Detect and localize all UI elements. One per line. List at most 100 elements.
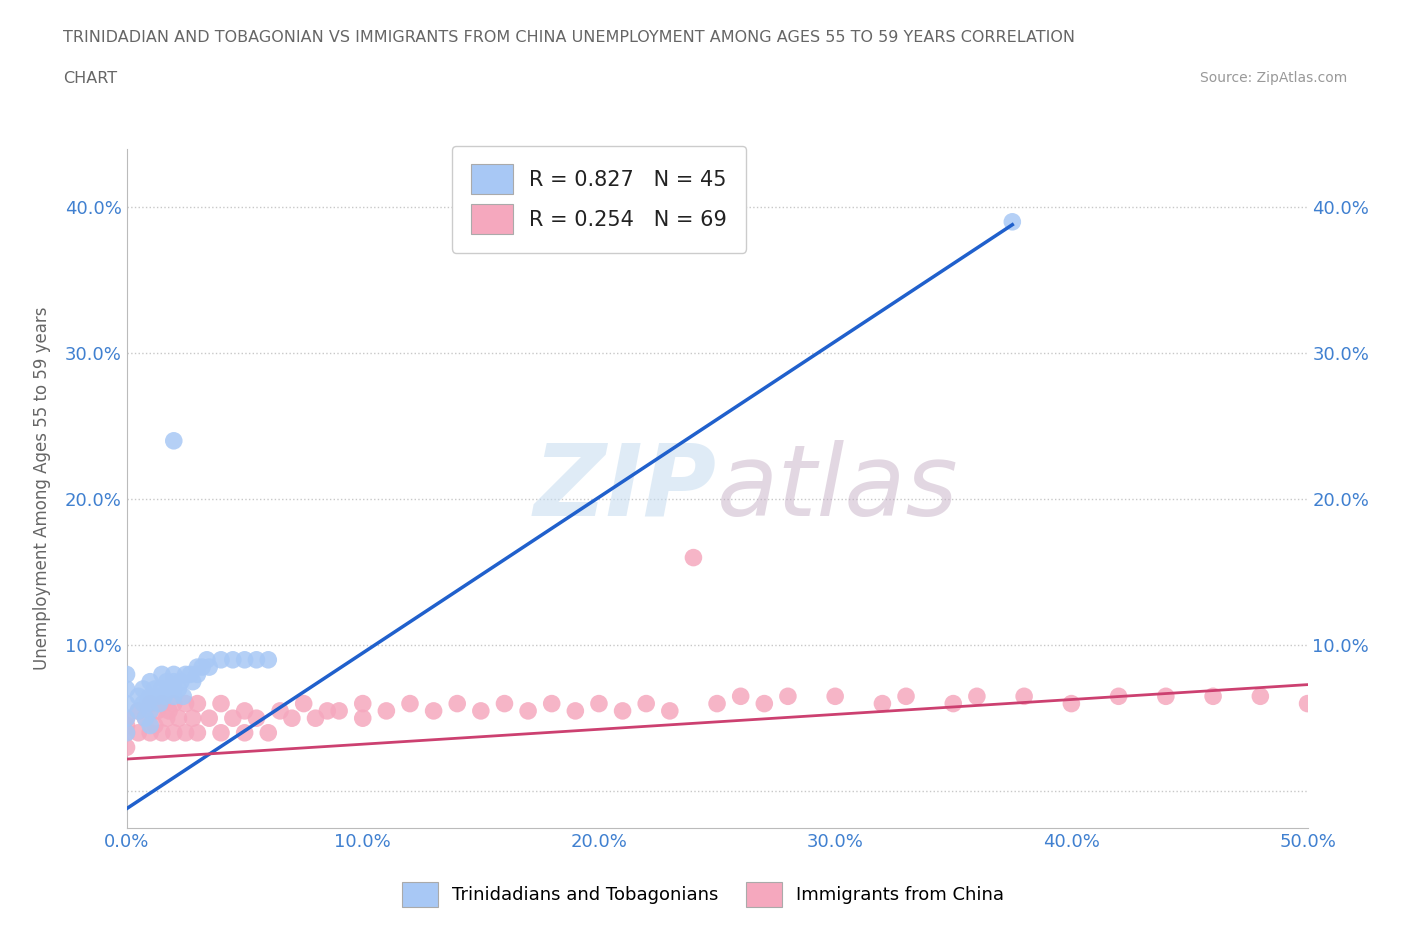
Point xyxy=(139,697,162,711)
Point xyxy=(139,725,162,740)
Point xyxy=(163,725,186,740)
Point xyxy=(115,667,138,682)
Point xyxy=(612,703,634,718)
Point xyxy=(127,703,149,718)
Point xyxy=(146,689,169,704)
Point xyxy=(174,725,197,740)
Point xyxy=(966,689,988,704)
Point xyxy=(149,697,172,711)
Point xyxy=(127,703,149,718)
Text: atlas: atlas xyxy=(717,440,959,537)
Point xyxy=(269,703,291,718)
Point xyxy=(894,689,917,704)
Point xyxy=(446,697,468,711)
Point xyxy=(127,725,149,740)
Point xyxy=(172,689,194,704)
Point xyxy=(209,725,232,740)
Point xyxy=(163,433,186,448)
Point xyxy=(181,711,204,725)
Point xyxy=(730,689,752,704)
Legend: Trinidadians and Tobagonians, Immigrants from China: Trinidadians and Tobagonians, Immigrants… xyxy=(392,872,1014,916)
Point xyxy=(143,682,166,697)
Point xyxy=(115,725,138,740)
Point xyxy=(233,725,256,740)
Text: TRINIDADIAN AND TOBAGONIAN VS IMMIGRANTS FROM CHINA UNEMPLOYMENT AMONG AGES 55 T: TRINIDADIAN AND TOBAGONIAN VS IMMIGRANTS… xyxy=(63,30,1076,45)
Point xyxy=(281,711,304,725)
Point xyxy=(134,711,156,725)
Point xyxy=(150,682,173,697)
Point xyxy=(564,703,586,718)
Point xyxy=(540,697,562,711)
Point xyxy=(163,674,186,689)
Point xyxy=(156,711,179,725)
Point xyxy=(157,703,180,718)
Point xyxy=(776,689,799,704)
Point xyxy=(316,703,339,718)
Point xyxy=(257,652,280,667)
Point xyxy=(174,667,197,682)
Point xyxy=(195,652,218,667)
Point xyxy=(1001,214,1024,229)
Point xyxy=(245,711,267,725)
Point xyxy=(156,674,179,689)
Point xyxy=(115,711,138,725)
Point xyxy=(588,697,610,711)
Point xyxy=(233,652,256,667)
Point xyxy=(134,711,156,725)
Point xyxy=(150,697,173,711)
Point xyxy=(824,689,846,704)
Point xyxy=(198,711,221,725)
Point xyxy=(150,725,173,740)
Point xyxy=(115,718,138,733)
Point xyxy=(658,703,681,718)
Point xyxy=(494,697,516,711)
Point xyxy=(375,703,398,718)
Point xyxy=(132,682,155,697)
Point xyxy=(163,667,186,682)
Point xyxy=(163,697,186,711)
Point xyxy=(186,667,208,682)
Point xyxy=(186,659,208,674)
Point xyxy=(233,703,256,718)
Point xyxy=(115,725,138,740)
Point xyxy=(115,711,138,725)
Y-axis label: Unemployment Among Ages 55 to 59 years: Unemployment Among Ages 55 to 59 years xyxy=(32,307,51,670)
Point xyxy=(422,703,444,718)
Point xyxy=(136,697,159,711)
Point xyxy=(706,697,728,711)
Text: CHART: CHART xyxy=(63,71,117,86)
Point xyxy=(517,703,540,718)
Point xyxy=(191,659,214,674)
Point xyxy=(1249,689,1271,704)
Point xyxy=(222,652,245,667)
Point xyxy=(139,674,162,689)
Text: Source: ZipAtlas.com: Source: ZipAtlas.com xyxy=(1199,71,1347,85)
Point xyxy=(352,697,374,711)
Point xyxy=(139,718,162,733)
Point xyxy=(115,682,138,697)
Point xyxy=(292,697,315,711)
Point xyxy=(150,667,173,682)
Point xyxy=(209,652,232,667)
Point xyxy=(198,659,221,674)
Point xyxy=(174,697,197,711)
Text: ZIP: ZIP xyxy=(534,440,717,537)
Point xyxy=(636,697,658,711)
Point xyxy=(942,697,965,711)
Point xyxy=(146,703,169,718)
Point xyxy=(143,718,166,733)
Point xyxy=(1202,689,1225,704)
Point xyxy=(304,711,326,725)
Point xyxy=(139,689,162,704)
Point xyxy=(754,697,776,711)
Point xyxy=(132,697,155,711)
Point xyxy=(328,703,350,718)
Point xyxy=(1108,689,1130,704)
Point xyxy=(170,674,193,689)
Point xyxy=(399,697,422,711)
Point xyxy=(186,697,208,711)
Point xyxy=(167,682,190,697)
Point xyxy=(167,711,190,725)
Point xyxy=(157,682,180,697)
Point xyxy=(115,697,138,711)
